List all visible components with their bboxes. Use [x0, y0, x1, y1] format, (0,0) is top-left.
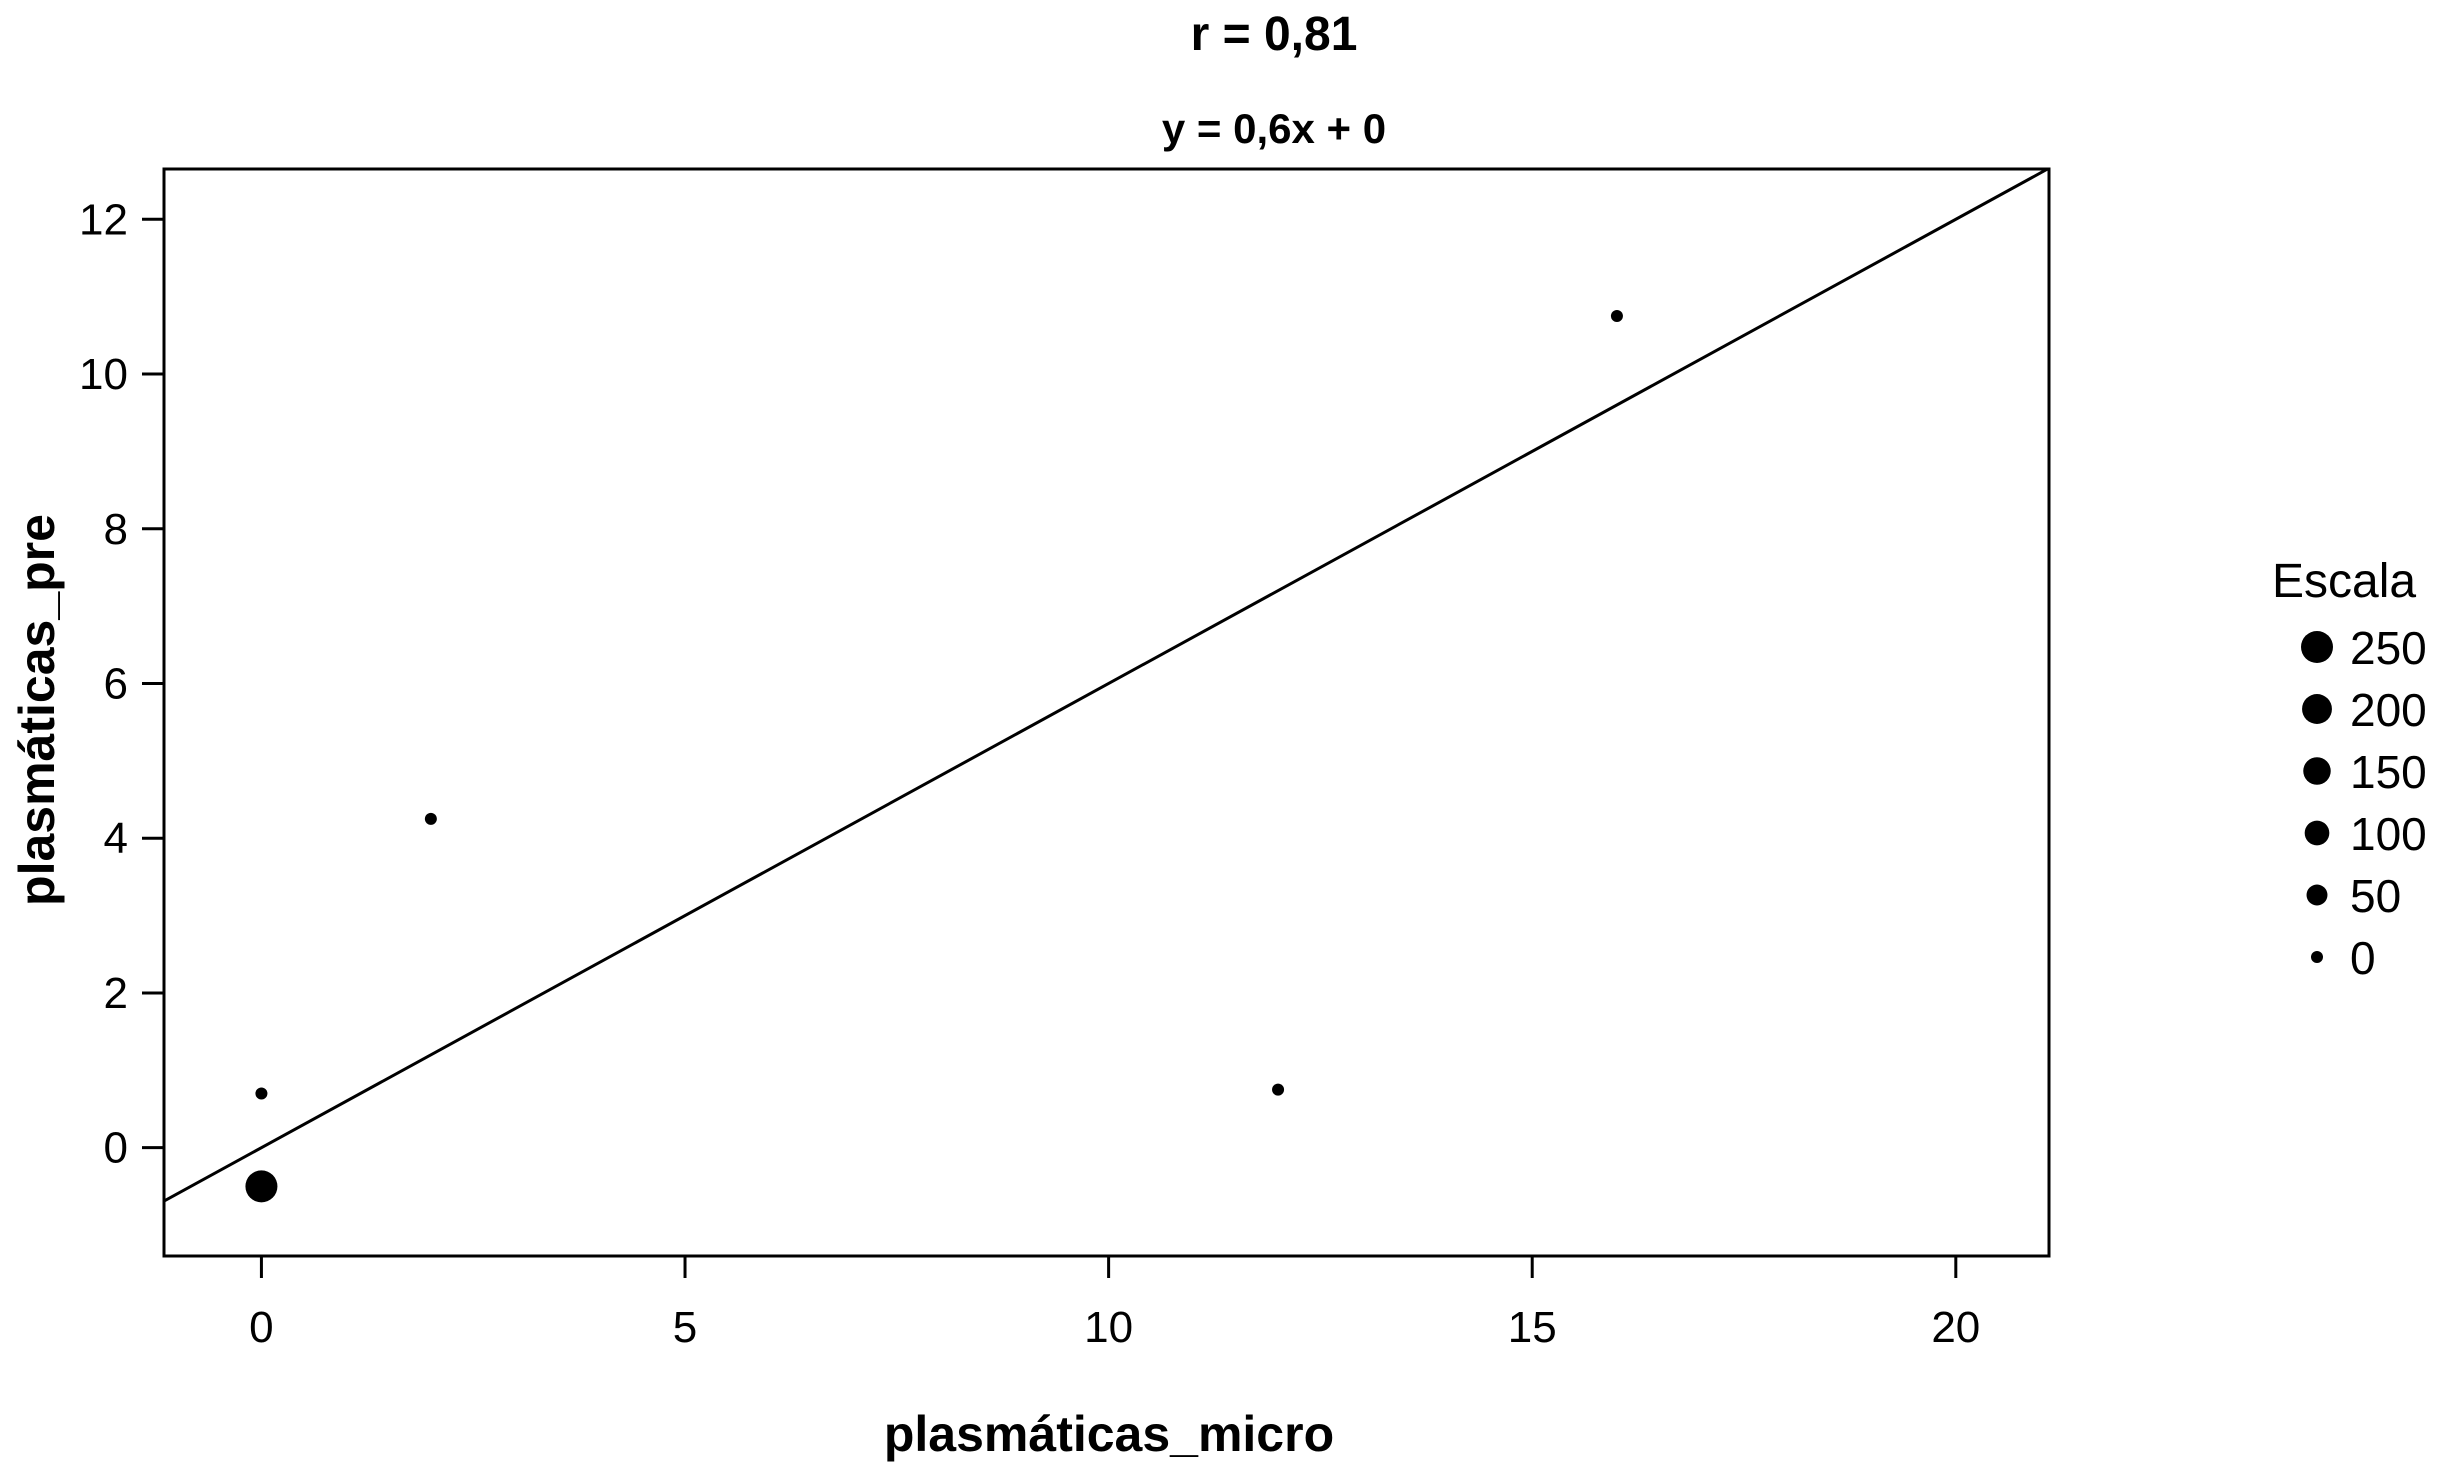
chart-title: r = 0,81 [1191, 8, 1358, 61]
legend-label: 100 [2350, 808, 2427, 860]
legend-title: Escala [2272, 555, 2416, 608]
y-tick-label: 2 [104, 969, 128, 1018]
y-tick-label: 12 [79, 195, 128, 244]
plot-area [162, 167, 2051, 1258]
legend-label: 50 [2350, 870, 2401, 922]
x-tick-label: 0 [249, 1303, 273, 1352]
y-tick-label: 10 [79, 350, 128, 399]
x-axis-label: plasmáticas_micro [884, 1406, 1334, 1462]
x-axis: 0 5 10 15 20 [249, 1256, 1980, 1352]
regression-line [164, 169, 2049, 1203]
x-tick-label: 15 [1508, 1303, 1557, 1352]
legend-label: 250 [2350, 622, 2427, 674]
data-point [424, 812, 437, 825]
data-point [1272, 1083, 1285, 1096]
y-tick-label: 4 [104, 814, 128, 863]
plot-frame [162, 167, 2051, 1258]
y-axis-label: plasmáticas_pre [9, 514, 65, 906]
legend-marker [2303, 757, 2331, 785]
legend-marker [2306, 884, 2328, 906]
legend-label: 200 [2350, 684, 2427, 736]
y-tick-label: 6 [104, 659, 128, 708]
legend-marker [2302, 694, 2332, 724]
chart-subtitle: y = 0,6x + 0 [1162, 105, 1386, 152]
y-tick-label: 8 [104, 505, 128, 554]
data-point [245, 1170, 278, 1203]
data-point [255, 1087, 268, 1100]
legend-label: 150 [2350, 746, 2427, 798]
x-tick-label: 5 [673, 1303, 697, 1352]
y-tick-label: 0 [104, 1124, 128, 1173]
regression-line-group [164, 169, 2049, 1203]
legend-marker [2304, 820, 2330, 846]
x-tick-label: 10 [1084, 1303, 1133, 1352]
y-axis: 0 2 4 6 8 10 12 [79, 195, 164, 1173]
legend-marker [2311, 951, 2323, 963]
legend-label: 0 [2350, 932, 2376, 984]
legend-marker [2301, 631, 2333, 663]
data-point [1610, 309, 1623, 322]
x-tick-label: 20 [1931, 1303, 1980, 1352]
data-points [245, 309, 1623, 1203]
size-legend: Escala 250 200 150 100 50 0 [2272, 555, 2427, 984]
